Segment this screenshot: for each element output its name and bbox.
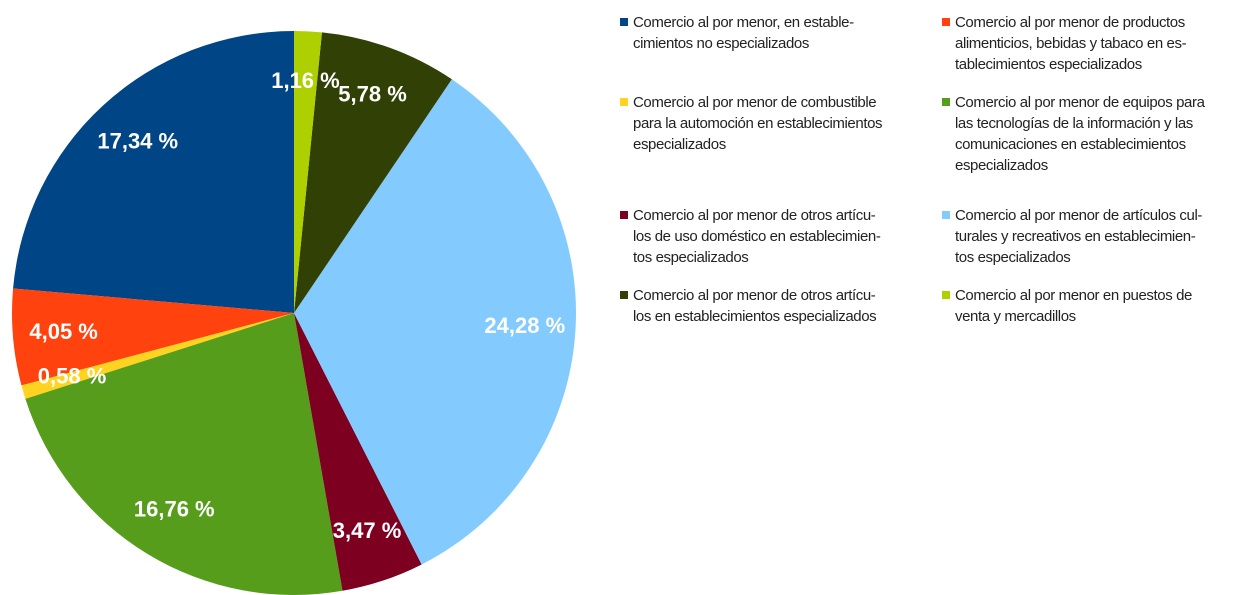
legend-label: Comercio al por menor de productos alime… [955, 14, 1187, 73]
data-label: 3,47 % [333, 518, 402, 543]
legend-swatch [942, 211, 950, 219]
data-label: 1,16 % [271, 68, 340, 93]
legend-label: Comercio al por menor de combustible par… [633, 94, 883, 153]
legend-label: Comercio al por menor de otros artícu- l… [633, 287, 877, 325]
legend-swatch [942, 291, 950, 299]
pie-slice [25, 313, 343, 595]
pie: 17,34 % 4,05 % 0,58 % 16,76 % 3,47 % 24,28 % 5… [12, 31, 576, 595]
data-label: 17,34 % [97, 128, 178, 153]
legend-swatch [620, 18, 628, 26]
legend-item: Comercio al por menor de combustible par… [620, 92, 942, 205]
legend-label: Comercio al por menor en puestos de vent… [955, 287, 1192, 325]
legend-swatch [620, 291, 628, 299]
legend-item: Comercio al por menor de otros artícu- l… [620, 285, 942, 327]
legend-swatch [942, 98, 950, 106]
pie-slice [12, 288, 295, 386]
pie-slice [13, 31, 295, 313]
pie-slice [294, 79, 576, 565]
legend-label: Comercio al por menor de equipos para la… [955, 94, 1205, 174]
data-label: 5,78 % [338, 81, 407, 106]
legend-swatch [620, 211, 628, 219]
legend-item: Comercio al por menor de productos alime… [942, 12, 1234, 92]
legend-swatch [620, 98, 628, 106]
legend-label: Comercio al por menor de artículos cul- … [955, 207, 1203, 266]
legend-item: Comercio al por menor de artículos cul- … [942, 205, 1234, 285]
pie-slice [21, 313, 294, 399]
legend-item: Comercio al por menor de equipos para la… [942, 92, 1234, 205]
data-label: 24,28 % [484, 313, 565, 338]
legend: Comercio al por menor, en estable- cimie… [620, 12, 1234, 327]
legend-item: Comercio al por menor, en estable- cimie… [620, 12, 942, 92]
data-label: 16,76 % [134, 497, 215, 522]
legend-item: Comercio al por menor en puestos de vent… [942, 285, 1234, 327]
data-label: 0,58 % [38, 364, 107, 389]
legend-item: Comercio al por menor de otros artícu- l… [620, 205, 942, 285]
pie-slice [294, 32, 452, 314]
legend-label: Comercio al por menor, en estable- cimie… [633, 14, 854, 52]
legend-swatch [942, 18, 950, 26]
pie-slice [294, 31, 322, 313]
data-label: 4,05 % [29, 319, 98, 344]
legend-label: Comercio al por menor de otros artícu- l… [633, 207, 881, 266]
pie-slice [294, 313, 422, 591]
